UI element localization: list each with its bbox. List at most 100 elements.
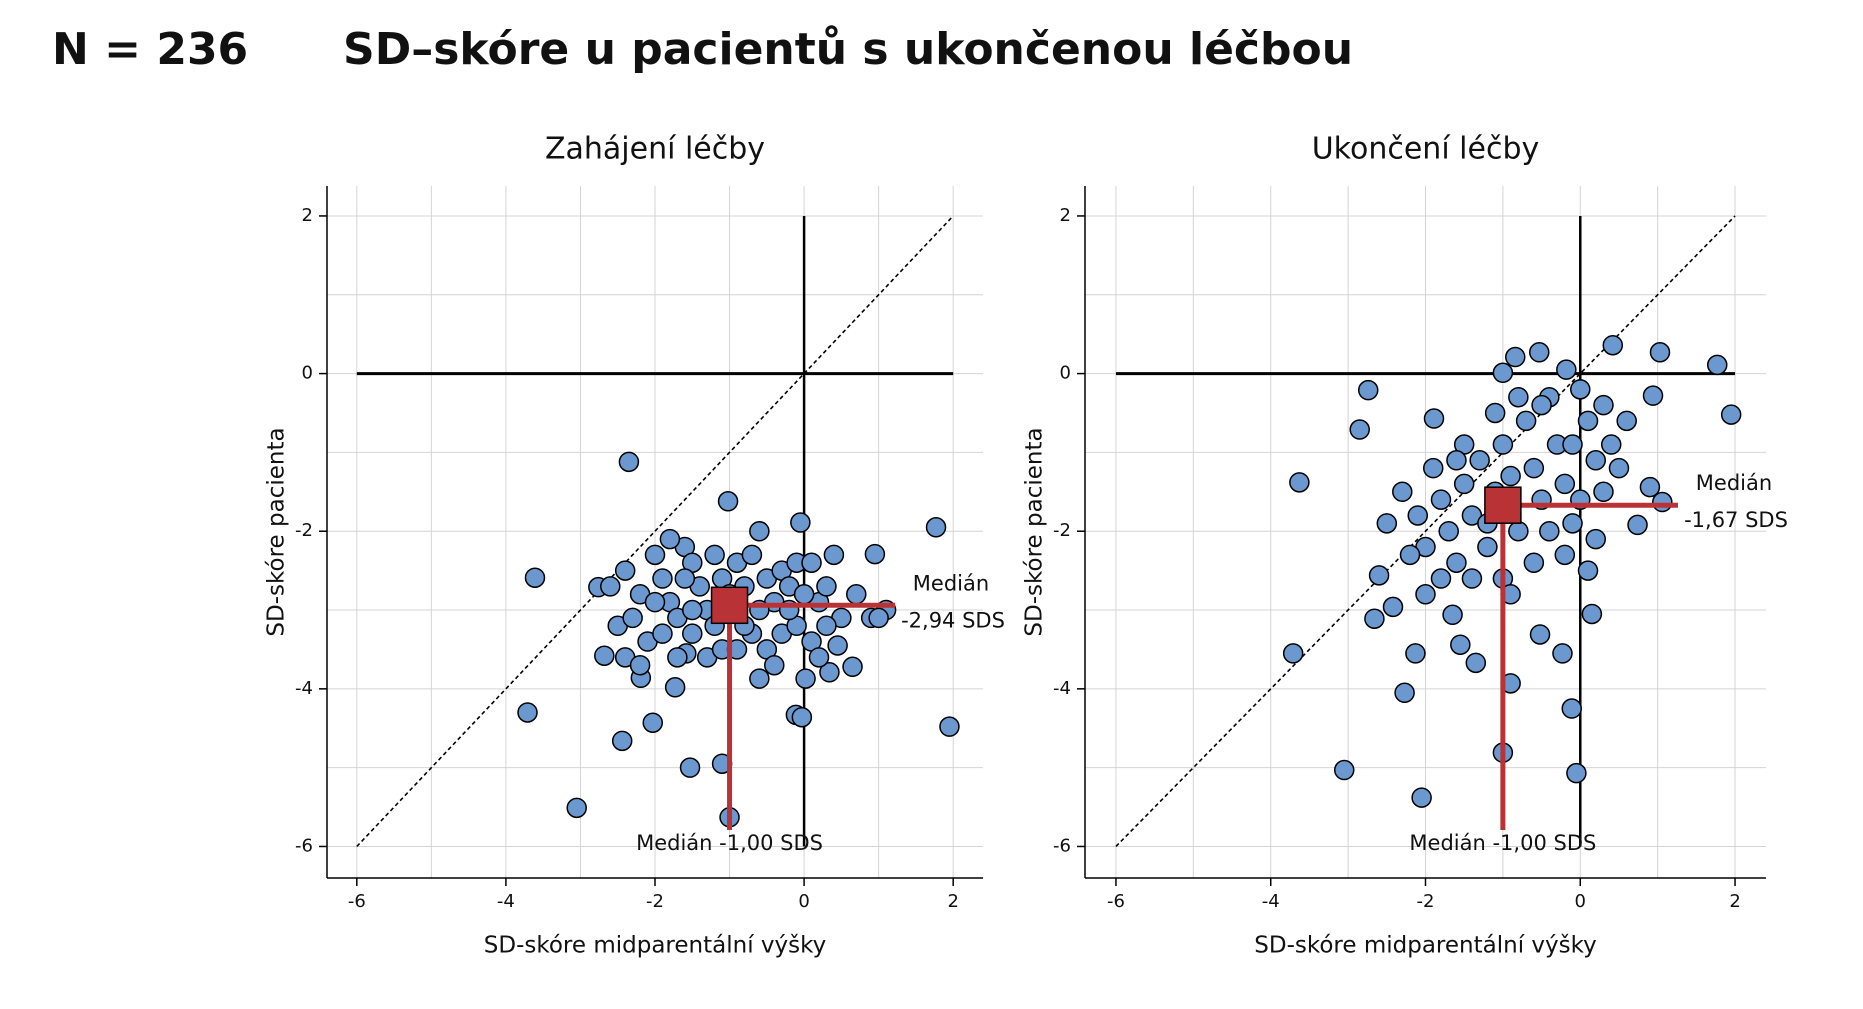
point: [1577, 560, 1599, 581]
point: [1608, 457, 1630, 479]
x-tick-label: -6: [348, 891, 366, 912]
point: [1585, 450, 1606, 471]
point: [1446, 450, 1467, 471]
point: [1453, 473, 1475, 495]
point: [1505, 346, 1526, 368]
y-tick-label: -4: [295, 678, 313, 699]
point: [791, 706, 813, 728]
median-y-label: -1,67 SDS: [1684, 508, 1788, 532]
point: [793, 584, 815, 605]
x-tick-label: -2: [646, 891, 664, 912]
point: [664, 677, 686, 698]
point: [704, 544, 725, 566]
point: [1394, 682, 1415, 704]
point: [1556, 359, 1577, 380]
y-axis-label: SD-skóre pacienta: [1022, 427, 1048, 636]
median-y-label: Medián: [1696, 471, 1772, 495]
point: [1508, 386, 1529, 408]
point: [816, 615, 837, 637]
point: [749, 668, 770, 689]
point: [795, 668, 816, 689]
point: [1531, 394, 1552, 416]
point: [846, 584, 867, 605]
y-tick-label: 2: [302, 205, 313, 226]
median-x-label: Medián -1,00 SDS: [636, 831, 823, 855]
point: [611, 730, 633, 752]
point: [644, 544, 666, 566]
point: [1554, 544, 1576, 566]
point: [1465, 652, 1487, 674]
median-y-label: Medián: [913, 571, 989, 595]
point: [1446, 552, 1467, 573]
point: [682, 599, 703, 621]
median-x-label: Medián -1,00 SDS: [1409, 831, 1596, 855]
point: [939, 716, 960, 737]
x-axis-label: SD-skóre midparentální výšky: [484, 933, 826, 959]
identity-line: [1115, 215, 1736, 848]
x-tick-label: 2: [947, 891, 958, 912]
point: [842, 656, 863, 678]
point: [1477, 536, 1498, 558]
point: [1649, 342, 1671, 363]
y-axis-label: SD-skóre pacienta: [264, 427, 290, 636]
point: [679, 757, 701, 778]
point: [1376, 513, 1398, 534]
y-tick-label: -2: [295, 520, 313, 541]
x-axis-label: SD-skóre midparentální výšky: [1254, 933, 1596, 959]
point: [618, 451, 640, 473]
x-tick-label: 2: [1729, 891, 1740, 912]
point: [1508, 520, 1529, 542]
point: [1368, 565, 1390, 586]
point: [1639, 476, 1661, 498]
point: [652, 623, 673, 644]
y-tick-label: -6: [1053, 835, 1071, 856]
point: [764, 654, 785, 676]
point: [1566, 762, 1587, 784]
point: [1593, 394, 1614, 416]
point: [644, 591, 666, 613]
point: [524, 567, 546, 588]
point: [1399, 544, 1421, 566]
median-y-label: -2,94 SDS: [901, 608, 1005, 632]
point: [1602, 334, 1624, 356]
point: [827, 635, 848, 656]
point: [864, 543, 886, 565]
point: [1585, 528, 1606, 550]
point: [808, 647, 830, 668]
point: [1415, 584, 1436, 605]
point: [629, 654, 651, 676]
chart-title: Ukončení léčby: [1312, 132, 1540, 167]
point: [1357, 379, 1379, 401]
point: [1422, 457, 1444, 479]
point: [1349, 419, 1370, 440]
point: [1423, 408, 1445, 429]
point: [1392, 481, 1413, 503]
identity-line: [356, 215, 954, 848]
point: [1450, 634, 1471, 655]
point: [1469, 450, 1490, 471]
point: [600, 576, 621, 597]
point: [667, 647, 688, 668]
point: [1515, 410, 1537, 432]
y-tick-label: 0: [1060, 363, 1071, 384]
point: [566, 797, 587, 819]
point: [1529, 624, 1551, 645]
point: [1523, 457, 1545, 479]
point: [1720, 404, 1742, 425]
n-label: N = 236: [52, 24, 248, 75]
y-tick-label: 2: [1060, 205, 1071, 226]
point: [1438, 520, 1459, 542]
point: [925, 517, 947, 538]
x-tick-label: -4: [497, 891, 515, 912]
point: [1577, 410, 1599, 432]
point: [614, 560, 636, 581]
point: [717, 491, 739, 512]
point: [1652, 491, 1673, 513]
point: [1706, 354, 1728, 376]
y-tick-label: 0: [302, 363, 313, 384]
point: [1627, 514, 1648, 536]
point: [819, 662, 840, 683]
y-tick-label: -6: [295, 835, 313, 856]
point: [1430, 568, 1452, 589]
